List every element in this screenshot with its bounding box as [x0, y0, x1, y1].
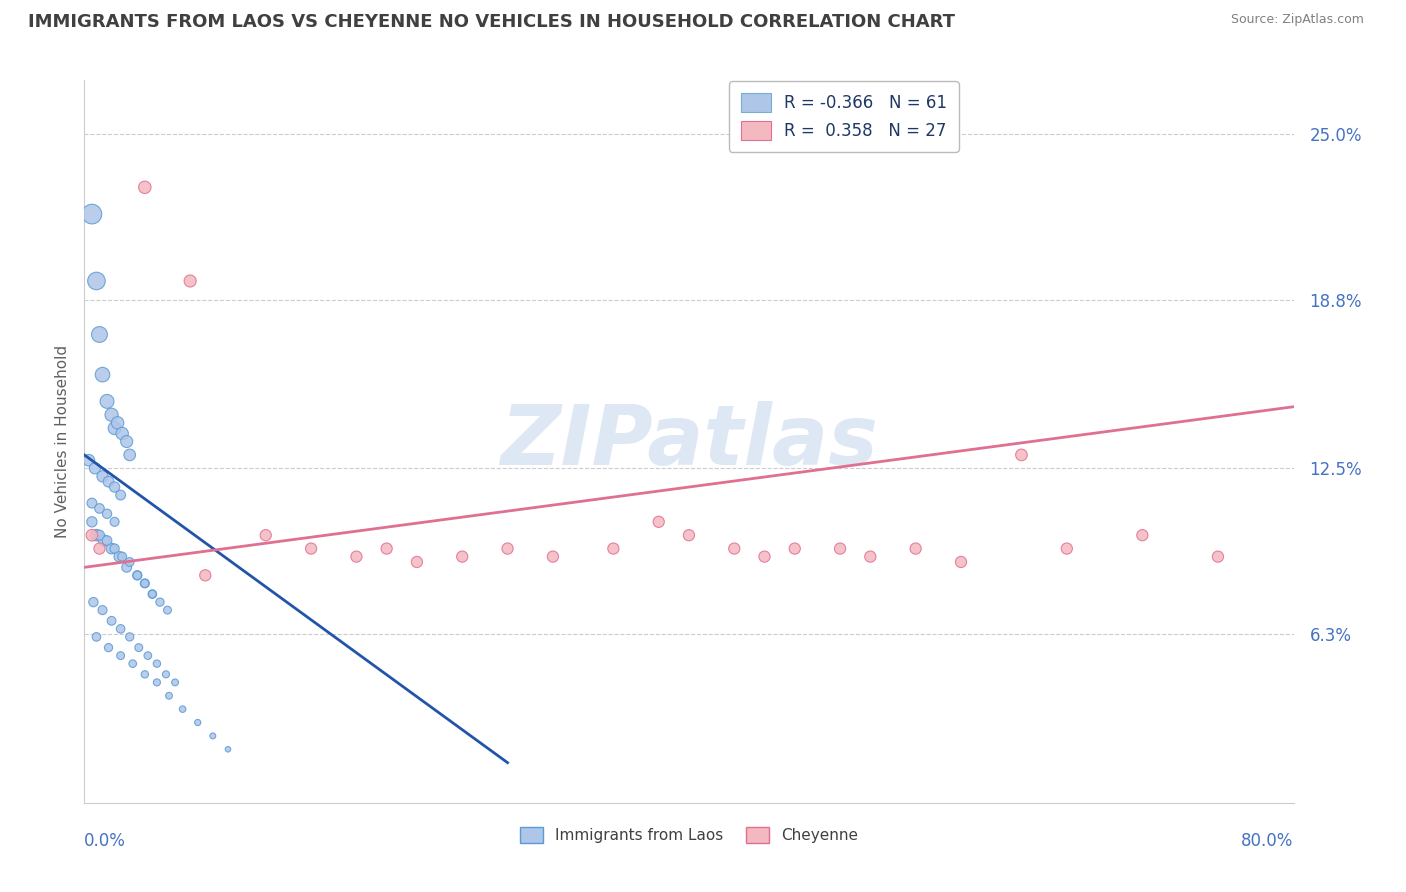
Point [157, 689, 180, 703]
Point [121, 657, 143, 671]
Point [217, 742, 239, 756]
Point [118, 630, 141, 644]
Point [93, 533, 115, 548]
Point [84, 461, 107, 475]
Point [110, 488, 132, 502]
Point [108, 549, 131, 564]
Point [80, 515, 103, 529]
Point [1206, 549, 1229, 564]
Point [541, 549, 564, 564]
Point [156, 603, 179, 617]
Point [100, 541, 122, 556]
Point [146, 657, 169, 671]
Point [104, 541, 127, 556]
Point [602, 541, 624, 556]
Point [179, 274, 201, 288]
Point [115, 560, 138, 574]
Point [118, 555, 141, 569]
Point [100, 408, 122, 422]
Point [830, 541, 852, 556]
Point [110, 648, 132, 663]
Point [115, 434, 138, 449]
Text: Source: ZipAtlas.com: Source: ZipAtlas.com [1230, 13, 1364, 27]
Point [134, 576, 156, 591]
Point [97, 640, 120, 655]
Point [194, 568, 217, 582]
Point [80, 528, 103, 542]
Y-axis label: No Vehicles in Household: No Vehicles in Household [55, 345, 70, 538]
Point [80, 496, 103, 510]
Point [89, 327, 111, 342]
Point [1130, 528, 1153, 542]
Point [155, 667, 177, 681]
Point [859, 549, 882, 564]
Text: IMMIGRANTS FROM LAOS VS CHEYENNE NO VEHICLES IN HOUSEHOLD CORRELATION CHART: IMMIGRANTS FROM LAOS VS CHEYENNE NO VEHI… [28, 13, 955, 31]
Point [91, 469, 114, 483]
Point [111, 426, 134, 441]
Point [80, 207, 103, 221]
Point [86, 630, 108, 644]
Point [100, 614, 122, 628]
Point [110, 622, 132, 636]
Point [107, 416, 129, 430]
Point [723, 541, 745, 556]
Point [104, 480, 127, 494]
Point [496, 541, 519, 556]
Point [165, 675, 187, 690]
Point [950, 555, 973, 569]
Point [127, 568, 149, 582]
Point [187, 715, 209, 730]
Point [104, 421, 127, 435]
Point [134, 180, 156, 194]
Point [96, 533, 118, 548]
Point [406, 555, 429, 569]
Legend: Immigrants from Laos, Cheyenne: Immigrants from Laos, Cheyenne [513, 822, 865, 849]
Point [86, 528, 108, 542]
Point [648, 515, 671, 529]
Point [89, 501, 111, 516]
Point [111, 549, 134, 564]
Point [86, 274, 108, 288]
Point [299, 541, 322, 556]
Point [375, 541, 398, 556]
Text: 0.0%: 0.0% [84, 831, 127, 850]
Point [141, 587, 163, 601]
Point [134, 667, 156, 681]
Point [146, 675, 169, 690]
Text: 80.0%: 80.0% [1241, 831, 1294, 850]
Point [104, 515, 127, 529]
Point [451, 549, 474, 564]
Point [149, 595, 172, 609]
Point [96, 507, 118, 521]
Point [89, 528, 111, 542]
Point [904, 541, 927, 556]
Point [134, 576, 156, 591]
Point [97, 475, 120, 489]
Point [96, 394, 118, 409]
Point [1011, 448, 1033, 462]
Point [1056, 541, 1078, 556]
Point [172, 702, 194, 716]
Point [91, 368, 114, 382]
Point [678, 528, 700, 542]
Point [127, 568, 149, 582]
Point [346, 549, 368, 564]
Point [118, 448, 141, 462]
Point [754, 549, 776, 564]
Point [254, 528, 277, 542]
Point [91, 603, 114, 617]
Text: ZIPatlas: ZIPatlas [501, 401, 877, 482]
Point [136, 648, 159, 663]
Point [82, 595, 104, 609]
Point [89, 541, 111, 556]
Point [128, 640, 150, 655]
Point [77, 453, 100, 467]
Point [201, 729, 224, 743]
Point [141, 587, 163, 601]
Point [783, 541, 806, 556]
